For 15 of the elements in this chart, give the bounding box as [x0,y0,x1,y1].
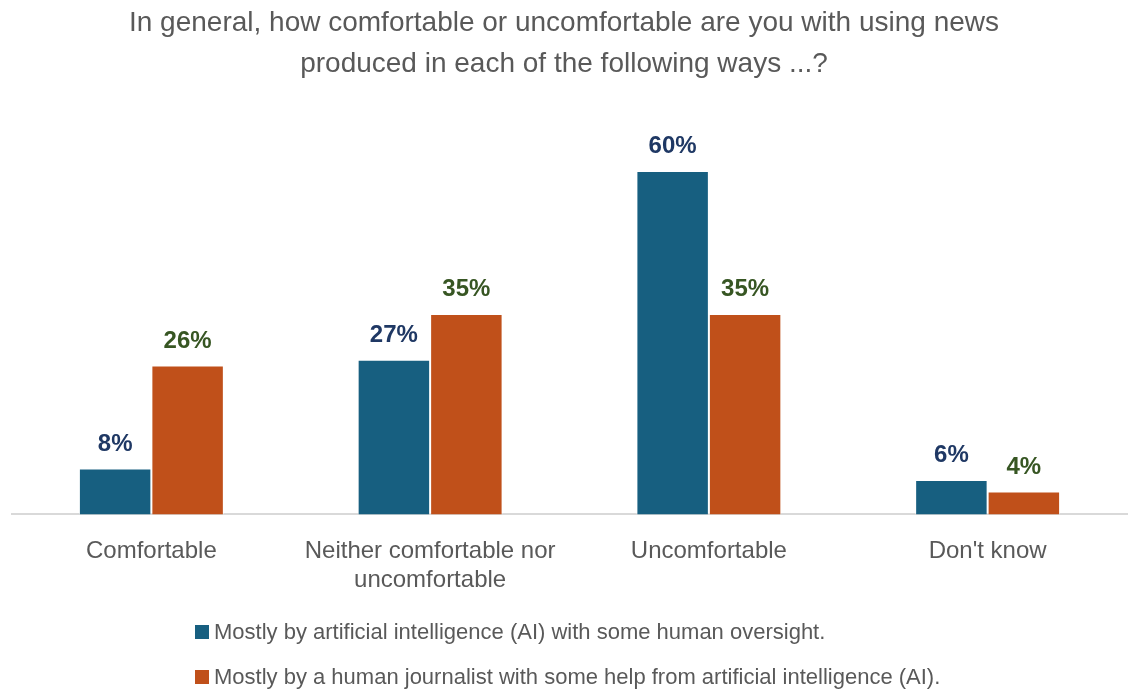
data-label: 35% [721,274,770,302]
legend-label: Mostly by a human journalist with some help from artificial intelligence (AI). [214,664,941,690]
x-tick-label: Don't know [928,536,1048,564]
data-label: 4% [1006,451,1042,479]
chart-title: In general, how comfortable or uncomfortable are you with using news produced in each of the following ways ...? [128,5,1000,80]
x-tick-label: Comfortable [86,536,217,564]
data-label: 60% [648,131,697,158]
data-label: 35% [442,274,491,302]
x-tick-label: Neither comfortable nor uncomfortable [304,536,556,593]
data-label: 27% [369,319,418,347]
legend-label: Mostly by artificial intelligence (AI) with some human oversight. [214,619,826,645]
x-tick-label: Uncomfortable [630,536,787,564]
data-label: 26% [163,325,212,353]
data-label: 8% [97,428,133,456]
data-label: 6% [934,440,969,468]
